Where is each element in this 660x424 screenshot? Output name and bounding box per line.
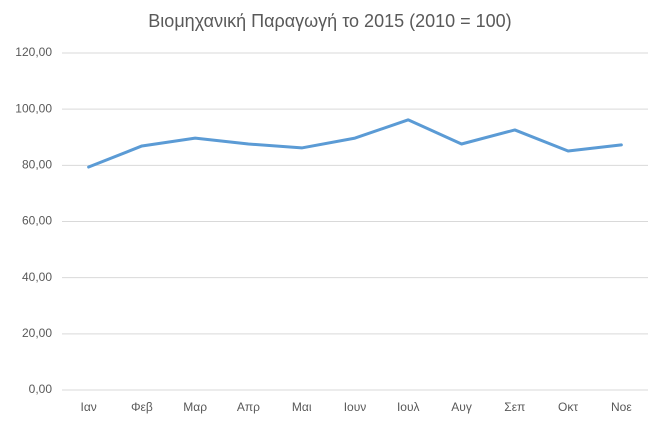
x-tick-label: Μαρ (183, 400, 207, 414)
x-tick-label: Οκτ (558, 400, 578, 414)
x-tick-label: Μαι (292, 400, 312, 414)
y-tick-label: 40,00 (22, 270, 52, 284)
data-line (87, 118, 623, 169)
y-tick-label: 80,00 (22, 158, 52, 172)
x-tick-label: Ιουν (344, 400, 367, 414)
y-tick-label: 60,00 (22, 214, 52, 228)
x-tick-label: Φεβ (131, 400, 153, 414)
x-tick-label: Ιαν (80, 400, 96, 414)
y-tick-label: 120,00 (15, 45, 52, 59)
y-tick-label: 20,00 (22, 326, 52, 340)
x-tick-label: Ιουλ (397, 400, 420, 414)
x-tick-label: Νοε (611, 400, 632, 414)
y-tick-label: 0,00 (29, 382, 53, 396)
x-tick-label: Απρ (237, 400, 260, 414)
x-tick-label: Αυγ (451, 400, 472, 414)
x-tick-label: Σεπ (504, 400, 525, 414)
y-tick-label: 100,00 (15, 101, 52, 115)
chart-title: Βιομηχανική Παραγωγή το 2015 (2010 = 100… (148, 11, 511, 31)
